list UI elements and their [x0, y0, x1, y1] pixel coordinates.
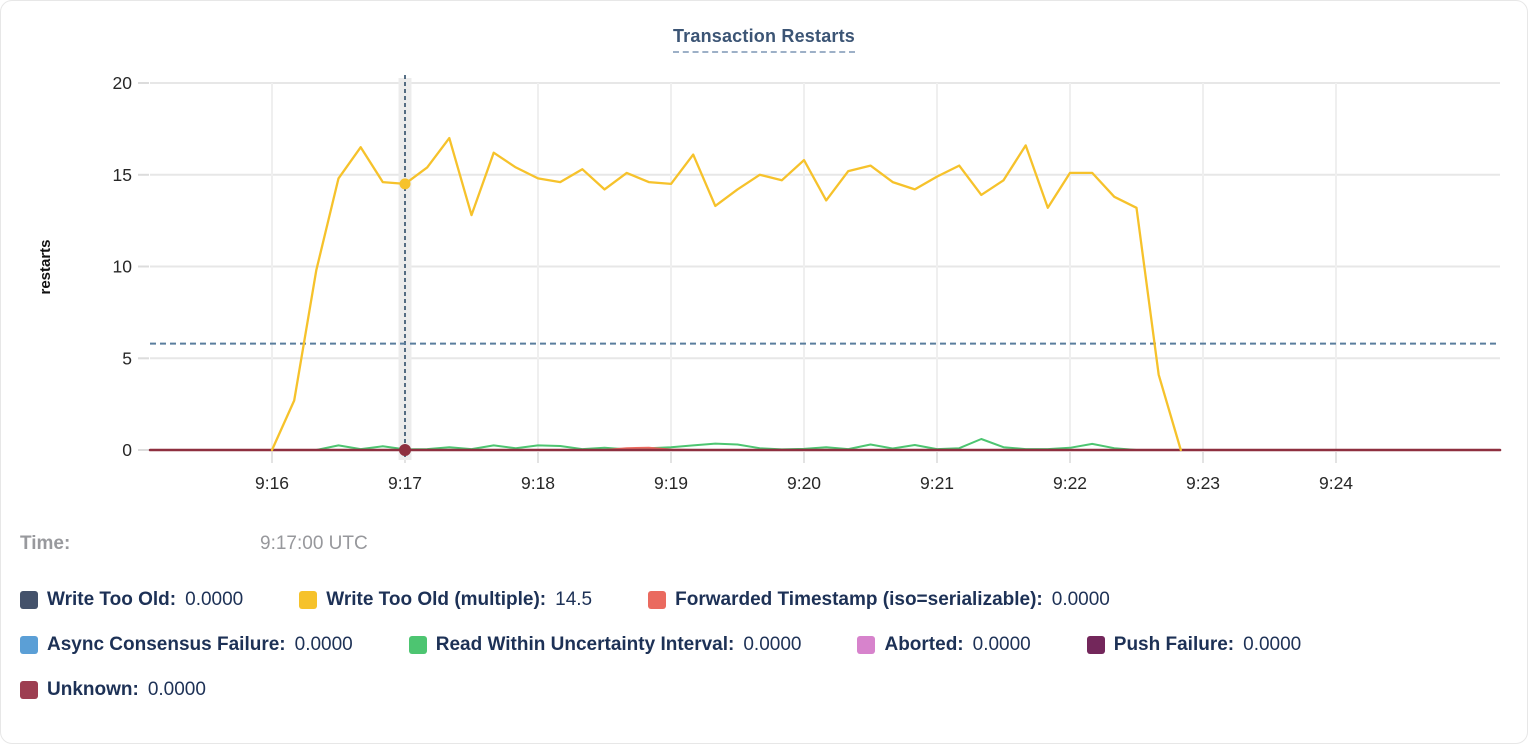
- legend-item-push-failure: Push Failure: 0.0000: [1086, 634, 1302, 656]
- crosshair-dot-unknown: [399, 444, 411, 456]
- svg-text:9:16: 9:16: [255, 473, 289, 493]
- legend-label: Write Too Old:: [47, 589, 177, 610]
- legend-label: Write Too Old (multiple):: [326, 589, 547, 610]
- svg-text:9:23: 9:23: [1186, 473, 1220, 493]
- legend-value: 0.0000: [1243, 634, 1302, 655]
- hover-time-row: Time: 9:17:00 UTC: [0, 533, 1528, 559]
- legend-swatch: [1086, 636, 1105, 654]
- series-read-within-uncertainty-interval: [315, 438, 1138, 451]
- series-write-too-old-multiple: [270, 136, 1182, 452]
- time-label: Time:: [20, 533, 71, 554]
- legend-item-write-too-old-multiple: Write Too Old (multiple): 14.5: [299, 589, 592, 611]
- legend-item-aborted: Aborted: 0.0000: [857, 634, 1031, 656]
- legend-swatch: [408, 636, 427, 654]
- legend-swatch: [648, 591, 667, 609]
- legend-value: 0.0000: [185, 589, 244, 610]
- legend-row: Unknown: 0.0000: [20, 679, 1508, 701]
- legend-value: 0.0000: [743, 634, 802, 655]
- legend-value: 0.0000: [147, 679, 206, 700]
- legend-label: Forwarded Timestamp (iso=serializable):: [675, 589, 1043, 610]
- legend-item-read-within-uncertainty-interval: Read Within Uncertainty Interval: 0.0000: [408, 634, 802, 656]
- chart-legend: Write Too Old: 0.0000 Write Too Old (multi…: [20, 589, 1508, 724]
- legend-label: Async Consensus Failure:: [47, 634, 286, 655]
- legend-item-forwarded-timestamp-iso-serializable: Forwarded Timestamp (iso=serializable): 0…: [648, 589, 1110, 611]
- legend-value: 0.0000: [1051, 589, 1110, 610]
- legend-label: Push Failure:: [1113, 634, 1235, 655]
- svg-text:9:24: 9:24: [1319, 473, 1353, 493]
- svg-text:9:20: 9:20: [787, 473, 821, 493]
- svg-text:9:17: 9:17: [388, 473, 422, 493]
- legend-swatch: [20, 591, 38, 609]
- legend-value: 0.0000: [972, 634, 1031, 655]
- svg-text:5: 5: [122, 348, 132, 368]
- legend-swatch: [20, 681, 38, 699]
- svg-text:15: 15: [113, 165, 132, 185]
- y-axis-labels: 0 5 10 15 20: [113, 73, 133, 460]
- crosshair-dot-write-too-old-multiple: [399, 178, 411, 190]
- svg-text:20: 20: [113, 73, 133, 93]
- svg-text:9:19: 9:19: [654, 473, 688, 493]
- legend-swatch: [20, 636, 38, 654]
- legend-item-async-consensus-failure: Async Consensus Failure: 0.0000: [20, 634, 353, 656]
- svg-text:9:18: 9:18: [521, 473, 555, 493]
- svg-text:9:21: 9:21: [920, 473, 954, 493]
- chart-title-row: Transaction Restarts: [0, 26, 1528, 53]
- legend-value: 14.5: [555, 589, 593, 610]
- svg-text:9:22: 9:22: [1053, 473, 1087, 493]
- legend-swatch: [857, 636, 876, 654]
- legend-label: Aborted:: [884, 634, 964, 655]
- x-gridlines: [271, 83, 1337, 463]
- svg-text:0: 0: [122, 440, 132, 460]
- legend-label: Unknown:: [47, 679, 139, 700]
- legend-row: Async Consensus Failure: 0.0000 Read Withi…: [20, 634, 1508, 656]
- y-gridlines: [138, 82, 1500, 451]
- legend-row: Write Too Old: 0.0000 Write Too Old (multi…: [20, 589, 1508, 611]
- time-value: 9:17:00 UTC: [260, 533, 368, 554]
- legend-item-write-too-old: Write Too Old: 0.0000: [20, 589, 243, 611]
- legend-label: Read Within Uncertainty Interval:: [435, 634, 735, 655]
- x-axis-labels: 9:16 9:17 9:18 9:19 9:20 9:21 9:22 9:23 9:24: [255, 473, 1353, 493]
- legend-item-unknown: Unknown: 0.0000: [20, 679, 206, 701]
- legend-swatch: [299, 591, 318, 609]
- svg-text:10: 10: [113, 257, 133, 277]
- y-axis-title: restarts: [37, 239, 54, 294]
- legend-value: 0.0000: [294, 634, 353, 655]
- chart-canvas[interactable]: 0 5 10 15 20 9:16 9:17 9:18 9:19 9:20 9:21 9:22 9:23…: [0, 0, 1528, 520]
- hover-band: [398, 78, 412, 460]
- chart-title[interactable]: Transaction Restarts: [672, 26, 856, 53]
